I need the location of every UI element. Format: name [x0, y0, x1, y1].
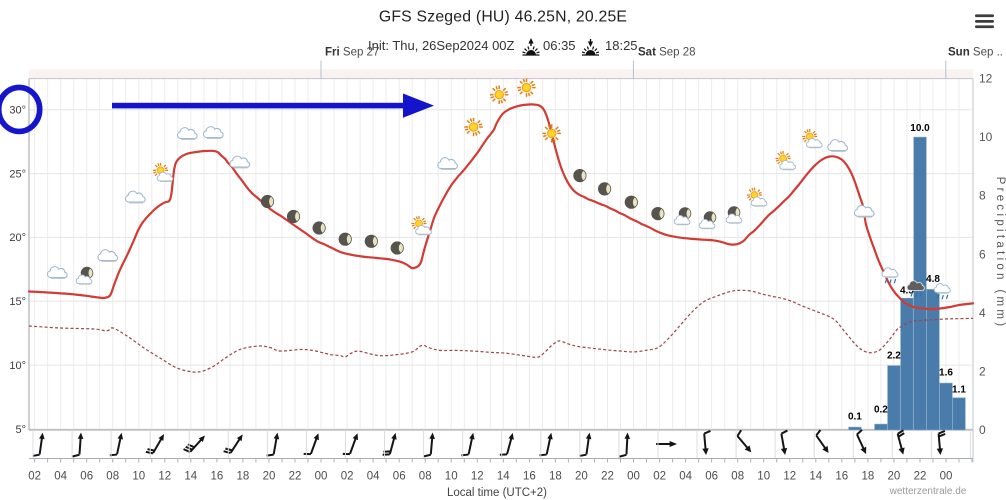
- svg-text:20°: 20°: [9, 232, 26, 244]
- svg-text:8: 8: [979, 189, 986, 203]
- svg-text:10: 10: [445, 471, 458, 483]
- svg-text:20: 20: [263, 471, 276, 483]
- svg-text:16: 16: [835, 471, 848, 483]
- svg-text:04: 04: [367, 471, 380, 483]
- svg-text:10: 10: [132, 471, 145, 483]
- svg-text:02: 02: [28, 471, 41, 483]
- svg-text:12: 12: [158, 471, 171, 483]
- svg-text:6: 6: [979, 247, 986, 261]
- svg-text:4.5: 4.5: [900, 285, 914, 296]
- svg-text:5°: 5°: [15, 424, 26, 436]
- svg-text:08: 08: [731, 471, 744, 483]
- svg-text:06: 06: [80, 471, 93, 483]
- svg-text:12: 12: [979, 72, 993, 86]
- svg-text:0.1: 0.1: [848, 411, 862, 422]
- svg-text:00: 00: [315, 471, 328, 483]
- svg-text:10.0: 10.0: [910, 123, 930, 134]
- svg-text:1.6: 1.6: [939, 367, 953, 378]
- svg-text:Init: Thu, 26Sep2024 00Z: Init: Thu, 26Sep2024 00Z: [368, 38, 515, 53]
- svg-text:GFS Szeged (HU) 46.25N, 20.25E: GFS Szeged (HU) 46.25N, 20.25E: [379, 9, 627, 26]
- svg-text:22: 22: [601, 471, 614, 483]
- svg-text:08: 08: [419, 471, 432, 483]
- svg-text:22: 22: [914, 471, 927, 483]
- svg-text:22: 22: [289, 471, 302, 483]
- svg-text:30°: 30°: [9, 105, 26, 117]
- svg-text:0: 0: [979, 423, 986, 437]
- svg-text:10: 10: [757, 471, 770, 483]
- svg-text:18: 18: [549, 471, 562, 483]
- svg-text:Sat Sep 28: Sat Sep 28: [638, 47, 696, 59]
- svg-text:20: 20: [575, 471, 588, 483]
- svg-text:20: 20: [888, 471, 901, 483]
- svg-text:06: 06: [393, 471, 406, 483]
- svg-text:Precipitation (mm): Precipitation (mm): [994, 177, 1006, 330]
- svg-text:2: 2: [979, 364, 986, 378]
- svg-text:18: 18: [862, 471, 875, 483]
- svg-text:02: 02: [653, 471, 666, 483]
- svg-text:1.1: 1.1: [952, 384, 966, 395]
- svg-text:18:25: 18:25: [605, 38, 638, 53]
- svg-text:14: 14: [809, 471, 822, 483]
- svg-text:04: 04: [679, 471, 692, 483]
- svg-text:06: 06: [705, 471, 718, 483]
- svg-text:0.2: 0.2: [874, 404, 888, 415]
- svg-text:Local time (UTC+2): Local time (UTC+2): [447, 487, 547, 499]
- svg-text:02: 02: [341, 471, 354, 483]
- svg-text:Sun Sep ..: Sun Sep ..: [948, 47, 1003, 59]
- svg-text:14: 14: [497, 471, 510, 483]
- svg-text:15°: 15°: [9, 296, 26, 308]
- svg-text:12: 12: [471, 471, 484, 483]
- svg-text:2.2: 2.2: [887, 350, 901, 361]
- svg-text:10°: 10°: [9, 360, 26, 372]
- svg-text:25°: 25°: [9, 168, 26, 180]
- svg-text:08: 08: [106, 471, 119, 483]
- svg-text:04: 04: [54, 471, 67, 483]
- svg-text:Fri Sep 27: Fri Sep 27: [325, 47, 379, 59]
- svg-text:12: 12: [783, 471, 796, 483]
- svg-text:16: 16: [211, 471, 224, 483]
- svg-text:00: 00: [940, 471, 953, 483]
- svg-text:4.8: 4.8: [926, 274, 940, 285]
- svg-text:16: 16: [523, 471, 536, 483]
- svg-text:18: 18: [237, 471, 250, 483]
- svg-text:14: 14: [184, 471, 197, 483]
- svg-text:wetterzentrale.de: wetterzentrale.de: [889, 486, 967, 497]
- svg-text:10: 10: [979, 130, 993, 144]
- svg-text:00: 00: [627, 471, 640, 483]
- svg-text:4: 4: [979, 306, 986, 320]
- svg-text:06:35: 06:35: [543, 38, 576, 53]
